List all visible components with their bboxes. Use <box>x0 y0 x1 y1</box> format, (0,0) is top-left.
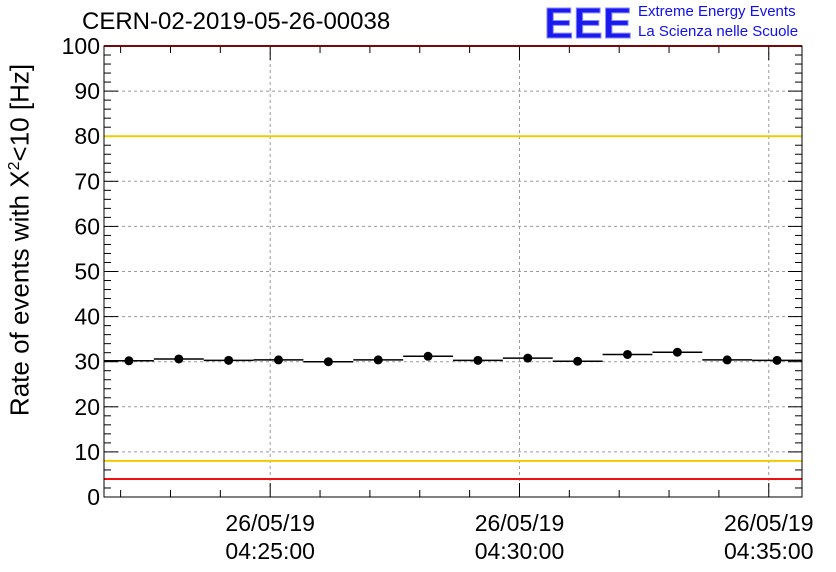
x-tick-date-label: 26/05/19 <box>225 510 315 536</box>
data-point <box>573 356 583 366</box>
run-id-title: CERN-02-2019-05-26-00038 <box>82 8 391 35</box>
x-tick-time-label: 04:30:00 <box>475 538 565 564</box>
y-tick-label: 80 <box>74 123 100 149</box>
data-point <box>623 349 632 359</box>
y-tick-label: 20 <box>74 394 100 420</box>
x-tick-date-label: 26/05/19 <box>475 510 565 536</box>
x-tick-date-label: 26/05/19 <box>724 510 814 536</box>
data-point <box>124 356 134 366</box>
data-point <box>323 357 333 367</box>
eee-logo-letters: EEE <box>544 2 632 44</box>
data-point <box>523 353 533 363</box>
y-tick-label: 90 <box>74 78 100 104</box>
data-point <box>672 347 682 357</box>
x-tick-time-label: 04:25:00 <box>225 538 315 564</box>
data-point <box>174 354 184 364</box>
y-tick-label: 0 <box>87 484 100 510</box>
data-point <box>772 355 782 365</box>
y-axis-label: Rate of events with X2<10 [Hz] <box>5 64 36 416</box>
logo-line-2: La Scienza nelle Scuole <box>638 23 799 40</box>
x-tick-time-label: 04:35:00 <box>724 538 814 564</box>
eee-logo: EEE <box>544 2 633 44</box>
logo-caption: Extreme Energy Events La Scienza nelle S… <box>638 2 798 42</box>
y-axis-label-post: <10 [Hz] <box>4 63 35 162</box>
y-tick-label: 60 <box>74 213 100 239</box>
data-point <box>224 355 234 365</box>
data-point <box>473 355 483 365</box>
y-tick-label: 30 <box>74 349 100 375</box>
y-axis-label-sup: 2 <box>5 161 23 171</box>
data-point <box>722 355 732 365</box>
y-axis-label-pre: Rate of events with X <box>4 170 35 417</box>
data-point <box>423 351 433 361</box>
y-tick-label: 40 <box>74 304 100 330</box>
data-point <box>373 355 383 365</box>
y-tick-label: 50 <box>74 259 100 285</box>
data-point <box>274 355 283 365</box>
y-tick-label: 100 <box>62 33 100 59</box>
plot-frame <box>103 45 803 498</box>
y-tick-label: 10 <box>74 439 100 465</box>
y-tick-label: 70 <box>74 168 100 194</box>
logo-line-1: Extreme Energy Events <box>638 3 796 20</box>
